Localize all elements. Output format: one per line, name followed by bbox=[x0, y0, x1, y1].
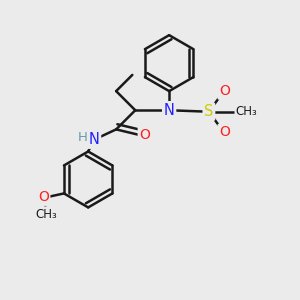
Text: S: S bbox=[204, 104, 214, 119]
Text: N: N bbox=[88, 132, 100, 147]
Text: O: O bbox=[139, 128, 150, 142]
Text: CH₃: CH₃ bbox=[35, 208, 57, 220]
Text: O: O bbox=[219, 84, 230, 98]
Text: H: H bbox=[78, 131, 88, 144]
Text: CH₃: CH₃ bbox=[236, 105, 257, 118]
Text: O: O bbox=[38, 190, 49, 204]
Text: N: N bbox=[164, 103, 175, 118]
Text: O: O bbox=[219, 125, 230, 139]
